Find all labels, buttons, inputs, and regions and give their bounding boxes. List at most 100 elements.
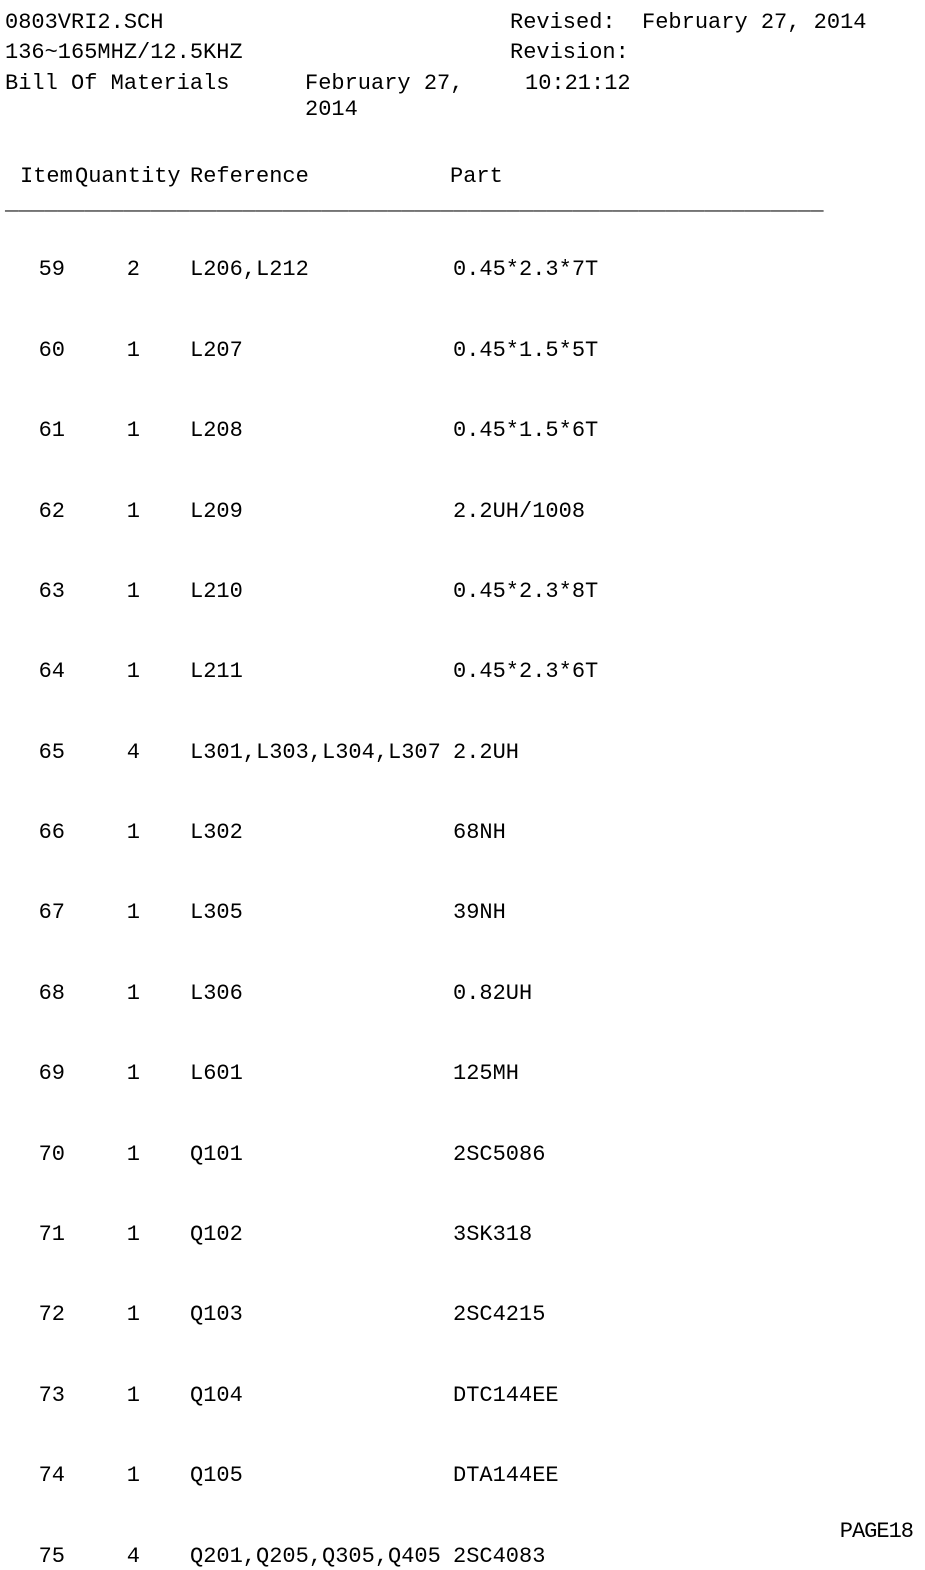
cell-reference: Q103 <box>175 1302 453 1328</box>
cell-reference: L208 <box>175 418 453 444</box>
bom-time: 10:21:12 <box>525 71 920 124</box>
table-row: 621L2092.2UH/1008 <box>5 499 920 525</box>
col-header-reference: Reference <box>190 164 450 190</box>
table-body: 592L206,L2120.45*2.3*7T601L2070.45*1.5*5… <box>5 257 920 1570</box>
cell-item: 72 <box>5 1302 85 1328</box>
cell-item: 70 <box>5 1142 85 1168</box>
cell-reference: Q104 <box>175 1383 453 1409</box>
table-row: 601L2070.45*1.5*5T <box>5 338 920 364</box>
cell-quantity: 1 <box>85 499 175 525</box>
cell-part: 68NH <box>453 820 920 846</box>
cell-item: 69 <box>5 1061 85 1087</box>
cell-quantity: 1 <box>85 1142 175 1168</box>
revision-info: Revision: <box>510 40 920 66</box>
cell-reference: Q101 <box>175 1142 453 1168</box>
revised-label: Revised: <box>510 10 616 35</box>
cell-item: 63 <box>5 579 85 605</box>
cell-quantity: 1 <box>85 659 175 685</box>
cell-reference: L302 <box>175 820 453 846</box>
cell-quantity: 1 <box>85 579 175 605</box>
cell-quantity: 2 <box>85 257 175 283</box>
cell-item: 59 <box>5 257 85 283</box>
cell-part: 125MH <box>453 1061 920 1087</box>
cell-part: 0.45*1.5*5T <box>453 338 920 364</box>
table-row: 631L2100.45*2.3*8T <box>5 579 920 605</box>
revision-label: Revision: <box>510 40 629 65</box>
cell-reference: L210 <box>175 579 453 605</box>
table-row: 711Q1023SK318 <box>5 1222 920 1248</box>
cell-quantity: 1 <box>85 1302 175 1328</box>
page-number: PAGE18 <box>840 1519 913 1545</box>
cell-part: 0.45*2.3*6T <box>453 659 920 685</box>
cell-quantity: 1 <box>85 900 175 926</box>
revised-date: February 27, 2014 <box>642 10 866 35</box>
cell-part: 0.45*1.5*6T <box>453 418 920 444</box>
cell-quantity: 1 <box>85 1463 175 1489</box>
table-row: 731Q104DTC144EE <box>5 1383 920 1409</box>
col-header-item: Item <box>5 164 75 190</box>
header-line-3: Bill Of Materials February 27, 2014 10:2… <box>5 71 920 124</box>
cell-quantity: 1 <box>85 418 175 444</box>
table-row: 721Q1032SC4215 <box>5 1302 920 1328</box>
cell-part: 0.45*2.3*7T <box>453 257 920 283</box>
freq-spec: 136~165MHZ/12.5KHZ <box>5 40 510 66</box>
cell-reference: L306 <box>175 981 453 1007</box>
cell-item: 66 <box>5 820 85 846</box>
table-row: 592L206,L2120.45*2.3*7T <box>5 257 920 283</box>
table-divider: ________________________________________… <box>5 191 920 217</box>
cell-quantity: 1 <box>85 981 175 1007</box>
header-line-2: 136~165MHZ/12.5KHZ Revision: <box>5 40 920 66</box>
cell-part: 39NH <box>453 900 920 926</box>
cell-item: 65 <box>5 740 85 766</box>
table-row: 661L30268NH <box>5 820 920 846</box>
table-row: 681L3060.82UH <box>5 981 920 1007</box>
cell-reference: L601 <box>175 1061 453 1087</box>
cell-reference: Q105 <box>175 1463 453 1489</box>
cell-part: 3SK318 <box>453 1222 920 1248</box>
cell-quantity: 4 <box>85 740 175 766</box>
table-row: 741Q105DTA144EE <box>5 1463 920 1489</box>
table-header: Item Quantity Reference Part <box>5 164 920 190</box>
table-row: 654L301,L303,L304,L3072.2UH <box>5 740 920 766</box>
cell-reference: L305 <box>175 900 453 926</box>
cell-reference: L209 <box>175 499 453 525</box>
cell-quantity: 1 <box>85 1383 175 1409</box>
cell-item: 67 <box>5 900 85 926</box>
cell-reference: L301,L303,L304,L307 <box>175 740 453 766</box>
cell-part: 2SC5086 <box>453 1142 920 1168</box>
header-line-1: 0803VRI2.SCH Revised: February 27, 2014 <box>5 10 920 36</box>
cell-item: 61 <box>5 418 85 444</box>
cell-part: 2.2UH/1008 <box>453 499 920 525</box>
bom-date: February 27, 2014 <box>305 71 525 124</box>
table-row: 611L2080.45*1.5*6T <box>5 418 920 444</box>
table-row: 701Q1012SC5086 <box>5 1142 920 1168</box>
table-row: 641L2110.45*2.3*6T <box>5 659 920 685</box>
cell-part: DTA144EE <box>453 1463 920 1489</box>
cell-reference: L211 <box>175 659 453 685</box>
cell-quantity: 1 <box>85 1222 175 1248</box>
cell-reference: Q102 <box>175 1222 453 1248</box>
document-page: 0803VRI2.SCH Revised: February 27, 2014 … <box>0 0 925 1557</box>
filename: 0803VRI2.SCH <box>5 10 510 36</box>
col-header-quantity: Quantity <box>75 164 190 190</box>
cell-item: 64 <box>5 659 85 685</box>
cell-reference: L206,L212 <box>175 257 453 283</box>
revised-info: Revised: February 27, 2014 <box>510 10 920 36</box>
cell-part: 2SC4215 <box>453 1302 920 1328</box>
cell-item: 73 <box>5 1383 85 1409</box>
cell-part: 0.82UH <box>453 981 920 1007</box>
cell-quantity: 1 <box>85 820 175 846</box>
cell-item: 62 <box>5 499 85 525</box>
bom-title: Bill Of Materials <box>5 71 305 124</box>
cell-part: 2.2UH <box>453 740 920 766</box>
cell-item: 71 <box>5 1222 85 1248</box>
cell-part: DTC144EE <box>453 1383 920 1409</box>
cell-quantity: 1 <box>85 338 175 364</box>
cell-reference: L207 <box>175 338 453 364</box>
cell-item: 60 <box>5 338 85 364</box>
table-row: 671L30539NH <box>5 900 920 926</box>
cell-item: 74 <box>5 1463 85 1489</box>
cell-quantity: 1 <box>85 1061 175 1087</box>
cell-part: 0.45*2.3*8T <box>453 579 920 605</box>
table-row: 691L601125MH <box>5 1061 920 1087</box>
